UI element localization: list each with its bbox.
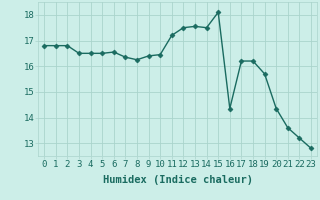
X-axis label: Humidex (Indice chaleur): Humidex (Indice chaleur): [103, 175, 252, 185]
